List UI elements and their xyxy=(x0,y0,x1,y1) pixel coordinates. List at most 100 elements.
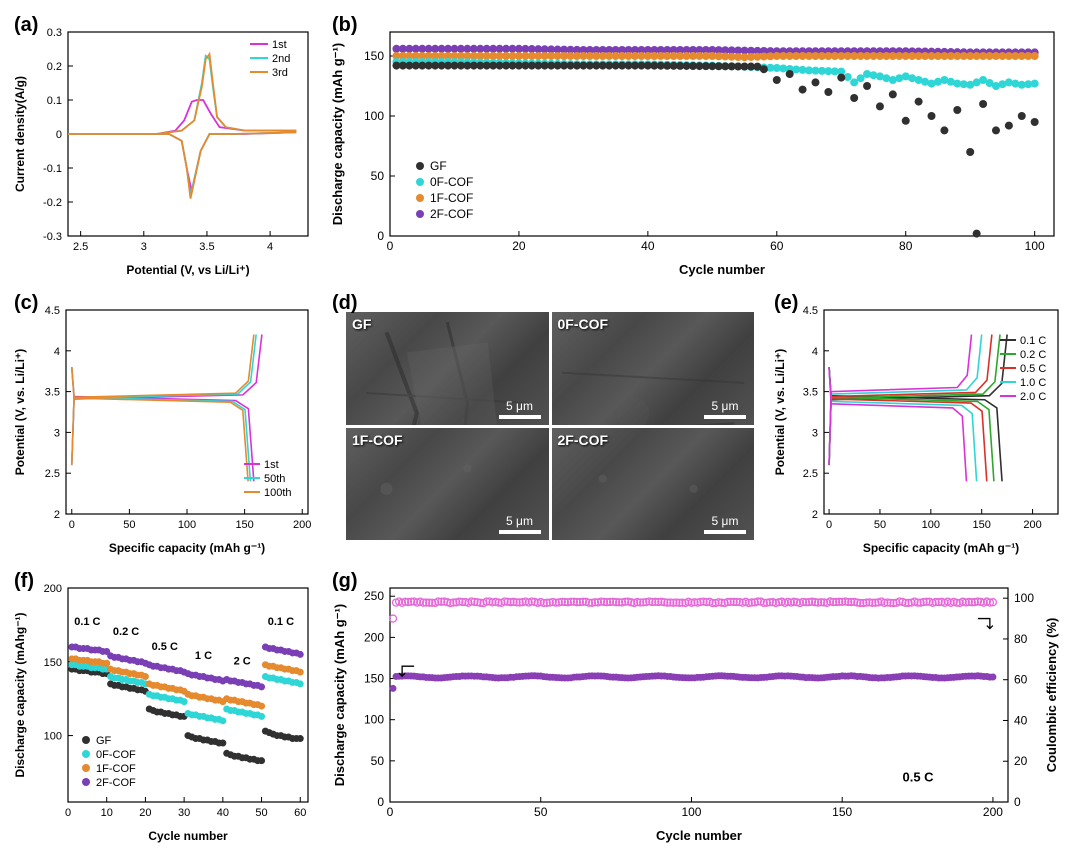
panel-e-label: (e) xyxy=(774,292,798,315)
sem-scale-bar xyxy=(704,415,746,419)
svg-text:2nd: 2nd xyxy=(272,53,290,65)
panel-d: (d) GF 5 μm xyxy=(328,288,762,558)
svg-text:Specific capacity (mAh g⁻¹): Specific capacity (mAh g⁻¹) xyxy=(863,541,1019,555)
svg-text:4: 4 xyxy=(54,346,60,358)
svg-text:1.0 C: 1.0 C xyxy=(1020,377,1046,389)
svg-text:150: 150 xyxy=(235,519,253,531)
svg-text:Cycle number: Cycle number xyxy=(656,828,742,843)
panel-b: (b) 020406080100050100150Cycle numberDis… xyxy=(328,10,1070,280)
svg-text:3: 3 xyxy=(812,427,818,439)
svg-text:20: 20 xyxy=(1014,754,1028,768)
svg-text:2.5: 2.5 xyxy=(803,468,818,480)
svg-text:1 C: 1 C xyxy=(195,650,212,662)
svg-text:0: 0 xyxy=(826,519,832,531)
sem-cell-2f: 2F-COF 5 μm xyxy=(552,428,755,541)
sem-scale-text: 5 μm xyxy=(712,399,739,413)
svg-text:3.5: 3.5 xyxy=(199,241,214,253)
svg-text:1F-COF: 1F-COF xyxy=(430,191,473,205)
svg-text:3.5: 3.5 xyxy=(803,387,818,399)
svg-text:100: 100 xyxy=(1025,239,1045,253)
svg-text:4.5: 4.5 xyxy=(803,305,818,317)
svg-text:200: 200 xyxy=(1023,519,1041,531)
svg-text:40: 40 xyxy=(217,807,229,819)
sem-scale-gf: 5 μm xyxy=(499,399,541,419)
svg-text:60: 60 xyxy=(294,807,306,819)
svg-text:2: 2 xyxy=(812,509,818,521)
panel-g-label: (g) xyxy=(332,570,358,593)
sem-label-2f: 2F-COF xyxy=(558,432,609,448)
sem-scale-0f: 5 μm xyxy=(704,399,746,419)
svg-text:150: 150 xyxy=(44,657,62,669)
sem-label-0f: 0F-COF xyxy=(558,316,609,332)
svg-text:50: 50 xyxy=(255,807,267,819)
svg-text:200: 200 xyxy=(44,583,62,595)
svg-text:250: 250 xyxy=(364,589,384,603)
panel-f-label: (f) xyxy=(14,570,34,593)
svg-text:1st: 1st xyxy=(264,459,279,471)
sem-label-1f: 1F-COF xyxy=(352,432,403,448)
svg-text:0.3: 0.3 xyxy=(47,27,62,39)
svg-text:2.0 C: 2.0 C xyxy=(1020,391,1046,403)
panel-g: (g) 050100150200050100150200250020406080… xyxy=(328,566,1070,846)
svg-text:100: 100 xyxy=(178,519,196,531)
svg-text:200: 200 xyxy=(364,630,384,644)
sem-scale-bar xyxy=(499,415,541,419)
svg-text:0: 0 xyxy=(65,807,71,819)
svg-text:Discharge capacity (mAh g⁻¹): Discharge capacity (mAh g⁻¹) xyxy=(332,604,347,786)
svg-text:Cycle number: Cycle number xyxy=(148,829,228,843)
sem-scale-2f: 5 μm xyxy=(704,514,746,534)
svg-text:3.5: 3.5 xyxy=(45,387,60,399)
svg-text:Specific capacity (mAh g⁻¹): Specific capacity (mAh g⁻¹) xyxy=(109,541,265,555)
svg-text:Coulombic efficiency (%): Coulombic efficiency (%) xyxy=(1044,618,1059,773)
svg-text:0.5 C: 0.5 C xyxy=(152,641,178,653)
svg-text:0: 0 xyxy=(1014,795,1021,809)
svg-text:0: 0 xyxy=(377,229,384,243)
svg-text:2: 2 xyxy=(54,509,60,521)
svg-text:Discharge capacity (mAh g⁻¹): Discharge capacity (mAh g⁻¹) xyxy=(330,43,345,225)
sem-scale-text: 5 μm xyxy=(506,514,533,528)
svg-text:4.5: 4.5 xyxy=(45,305,60,317)
figure-grid: (a) 2.533.54-0.3-0.2-0.100.10.20.3Potent… xyxy=(10,10,1070,846)
panel-f: (f) 0102030405060100150200Cycle numberDi… xyxy=(10,566,320,846)
svg-text:150: 150 xyxy=(364,49,384,63)
svg-text:200: 200 xyxy=(293,519,311,531)
svg-text:4: 4 xyxy=(267,241,273,253)
svg-text:0: 0 xyxy=(69,519,75,531)
sem-cell-1f: 1F-COF 5 μm xyxy=(346,428,549,541)
svg-text:150: 150 xyxy=(364,672,384,686)
svg-text:2.5: 2.5 xyxy=(73,241,88,253)
svg-text:80: 80 xyxy=(899,239,913,253)
svg-text:150: 150 xyxy=(832,805,852,819)
sem-label-gf: GF xyxy=(352,316,371,332)
sem-scale-text: 5 μm xyxy=(506,399,533,413)
svg-text:0: 0 xyxy=(387,239,394,253)
panel-c-label: (c) xyxy=(14,292,38,315)
svg-text:100: 100 xyxy=(681,805,701,819)
svg-text:0.5 C: 0.5 C xyxy=(1020,363,1046,375)
svg-text:GF: GF xyxy=(430,159,447,173)
sem-scale-text: 5 μm xyxy=(712,514,739,528)
svg-text:100: 100 xyxy=(922,519,940,531)
svg-text:-0.1: -0.1 xyxy=(43,163,62,175)
sem-scale-bar xyxy=(499,530,541,534)
svg-text:0.2 C: 0.2 C xyxy=(113,626,139,638)
svg-text:Potential (V, vs. Li/Li⁺): Potential (V, vs. Li/Li⁺) xyxy=(773,349,787,476)
sem-cell-gf: GF 5 μm xyxy=(346,312,549,425)
svg-text:0F-COF: 0F-COF xyxy=(96,749,136,761)
svg-text:1F-COF: 1F-COF xyxy=(96,763,136,775)
svg-text:-0.2: -0.2 xyxy=(43,197,62,209)
svg-text:2F-COF: 2F-COF xyxy=(430,207,473,221)
svg-text:3rd: 3rd xyxy=(272,67,288,79)
panel-a-label: (a) xyxy=(14,14,38,37)
svg-text:150: 150 xyxy=(973,519,991,531)
sem-scale-1f: 5 μm xyxy=(499,514,541,534)
svg-text:20: 20 xyxy=(139,807,151,819)
svg-text:0: 0 xyxy=(387,805,394,819)
svg-text:0.1: 0.1 xyxy=(47,95,62,107)
sem-scale-bar xyxy=(704,530,746,534)
svg-text:60: 60 xyxy=(770,239,784,253)
svg-text:3: 3 xyxy=(141,241,147,253)
svg-text:50: 50 xyxy=(534,805,548,819)
panel-b-label: (b) xyxy=(332,14,358,37)
svg-text:3: 3 xyxy=(54,427,60,439)
